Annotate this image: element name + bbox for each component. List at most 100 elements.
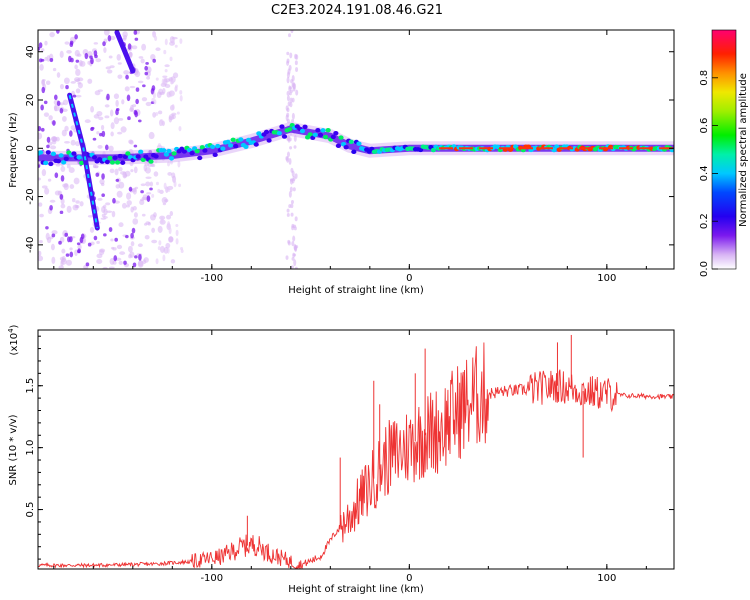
band-dot	[151, 193, 155, 198]
noise-dot	[52, 67, 57, 72]
noise-dot	[117, 74, 123, 79]
noise-dot	[162, 75, 168, 78]
noise-dot	[161, 197, 168, 204]
noise-dot	[61, 248, 66, 254]
x-tick-label: 0	[406, 573, 412, 584]
band-dot	[294, 60, 298, 66]
noise-dot	[134, 70, 141, 78]
trace-blob	[153, 154, 159, 159]
trace-blob	[495, 144, 501, 149]
noise-dot	[99, 132, 103, 137]
noise-dot	[126, 192, 132, 200]
noise-dot	[40, 104, 44, 111]
colorbar-ticks: 0.0 0.2 0.4 0.6 0.8	[699, 70, 718, 277]
band-dot	[288, 85, 292, 92]
noise-dot	[150, 214, 156, 221]
noise-dot	[118, 166, 123, 172]
band-dot	[175, 223, 179, 227]
band-dot	[169, 56, 173, 62]
noise-dot	[106, 93, 110, 101]
noise-dot	[38, 202, 43, 207]
noise-dot	[112, 197, 116, 204]
noise-dot	[56, 72, 61, 78]
noise-dot	[70, 139, 76, 146]
streak-line	[114, 30, 136, 74]
band-dot	[295, 67, 299, 73]
noise-dot	[101, 206, 106, 214]
noise-dot	[103, 216, 108, 219]
trace-blob	[197, 155, 203, 161]
trace-blob	[233, 143, 239, 149]
spectrogram-frame	[37, 29, 675, 270]
noise-dot	[108, 145, 114, 152]
noise-dot	[69, 184, 75, 190]
band-dot	[289, 102, 293, 108]
band-dot	[289, 52, 293, 59]
feature-trace	[114, 30, 136, 74]
band-dot	[290, 30, 294, 34]
noise-dot	[76, 242, 81, 246]
colorbar-gradient	[711, 29, 737, 270]
trace-blob	[71, 151, 77, 156]
noise-dot	[172, 72, 179, 79]
noise-dot	[43, 100, 48, 105]
noise-dot	[117, 131, 123, 135]
band-dot	[291, 119, 295, 123]
noise-dot	[63, 77, 70, 85]
noise-dot	[148, 131, 155, 140]
snr-scale-close: )	[9, 324, 20, 328]
noise-dot	[49, 31, 55, 38]
noise-dot	[131, 45, 138, 50]
trace-blob	[230, 137, 236, 143]
noise-dot	[97, 197, 103, 201]
noise-dot	[153, 171, 159, 177]
noise-dot	[74, 79, 81, 82]
band-dot	[294, 53, 298, 60]
noise-dot	[94, 165, 99, 169]
trace-blob	[243, 144, 249, 149]
noise-dot	[99, 249, 105, 256]
trace-blob	[122, 154, 128, 159]
noise-dot	[41, 86, 46, 94]
trace-blob	[220, 146, 226, 151]
noise-dot	[137, 243, 143, 248]
noise-dot	[49, 204, 53, 211]
noise-dot	[130, 169, 134, 173]
noise-dot	[111, 210, 116, 218]
band-dot	[157, 188, 161, 193]
noise-dot	[130, 232, 134, 239]
trace-blob	[225, 139, 231, 145]
noise-dot	[151, 85, 156, 92]
noise-dot	[89, 226, 95, 233]
noise-dot	[115, 99, 119, 107]
band-dot	[289, 146, 293, 150]
noise-dot	[45, 226, 49, 230]
noise-dot	[149, 181, 154, 187]
figure-title: C2E3.2024.191.08.46.G21	[271, 3, 443, 18]
noise-dot	[60, 257, 67, 265]
band-dot	[155, 111, 159, 116]
trace-blob	[58, 153, 64, 158]
noise-dot	[116, 190, 123, 198]
noise-dot	[69, 247, 73, 251]
noise-dot	[119, 251, 126, 255]
noise-dot	[109, 109, 114, 117]
trace-blob	[238, 137, 244, 142]
noise-dot	[131, 188, 137, 193]
y-tick-label: 40	[25, 45, 36, 58]
noise-dot	[70, 81, 76, 84]
band-dot	[294, 266, 298, 269]
noise-dot	[157, 225, 163, 233]
trace-blob	[333, 130, 339, 136]
noise-dot	[113, 117, 120, 125]
band-dot	[291, 75, 295, 82]
noise-dot	[171, 114, 176, 120]
noise-dot	[160, 245, 165, 253]
band-dot	[157, 246, 161, 251]
noise-dot	[84, 119, 91, 124]
noise-dot	[108, 266, 115, 269]
snr-frame	[37, 329, 675, 570]
noise-dot	[141, 43, 147, 51]
noise-dot	[70, 125, 76, 131]
